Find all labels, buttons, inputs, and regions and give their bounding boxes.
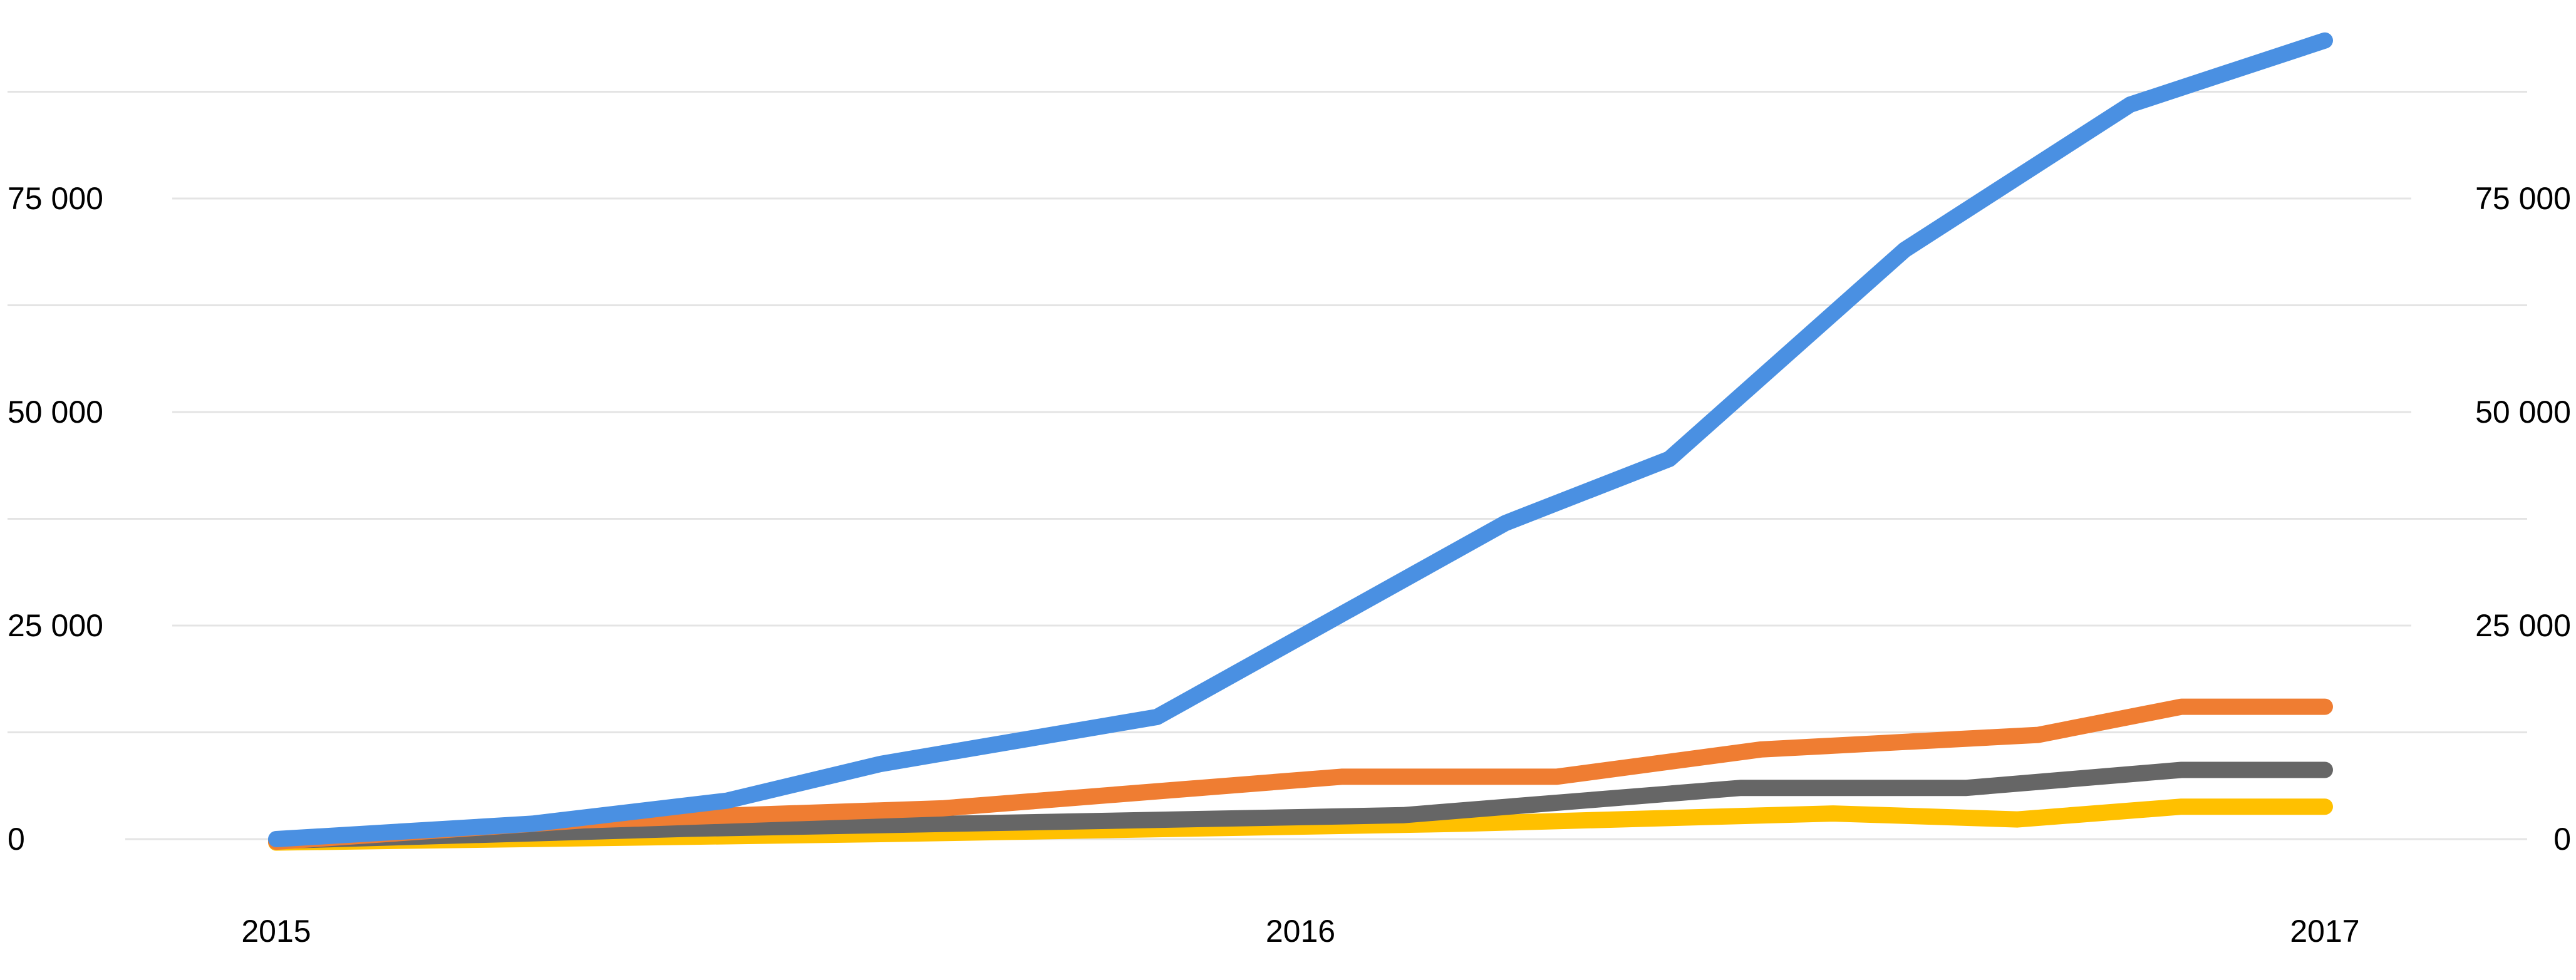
y-tick-label-left: 0 xyxy=(8,822,25,857)
y-tick-label-left: 50 000 xyxy=(8,395,103,430)
x-tick-label: 2015 xyxy=(241,914,311,949)
series-line-2 xyxy=(268,698,2333,850)
series-line-4 xyxy=(268,798,2333,851)
y-tick-label-right: 0 xyxy=(2553,822,2571,857)
y-tick-label-right: 25 000 xyxy=(2475,608,2571,643)
axis-labels: 0 0 25 000 25 000 50 000 50 000 75 000 75 000 20… xyxy=(8,181,2571,949)
series-lines xyxy=(268,32,2333,851)
x-tick-label: 2017 xyxy=(2290,914,2359,949)
y-tick-label-right: 50 000 xyxy=(2475,395,2571,430)
series-line-3 xyxy=(268,761,2333,849)
y-tick-label-right: 75 000 xyxy=(2475,181,2571,216)
gridlines xyxy=(8,91,2527,840)
series-line-1 xyxy=(268,32,2333,847)
y-tick-label-left: 75 000 xyxy=(8,181,103,216)
x-tick-label: 2016 xyxy=(1266,914,1335,949)
y-tick-label-left: 25 000 xyxy=(8,608,103,643)
